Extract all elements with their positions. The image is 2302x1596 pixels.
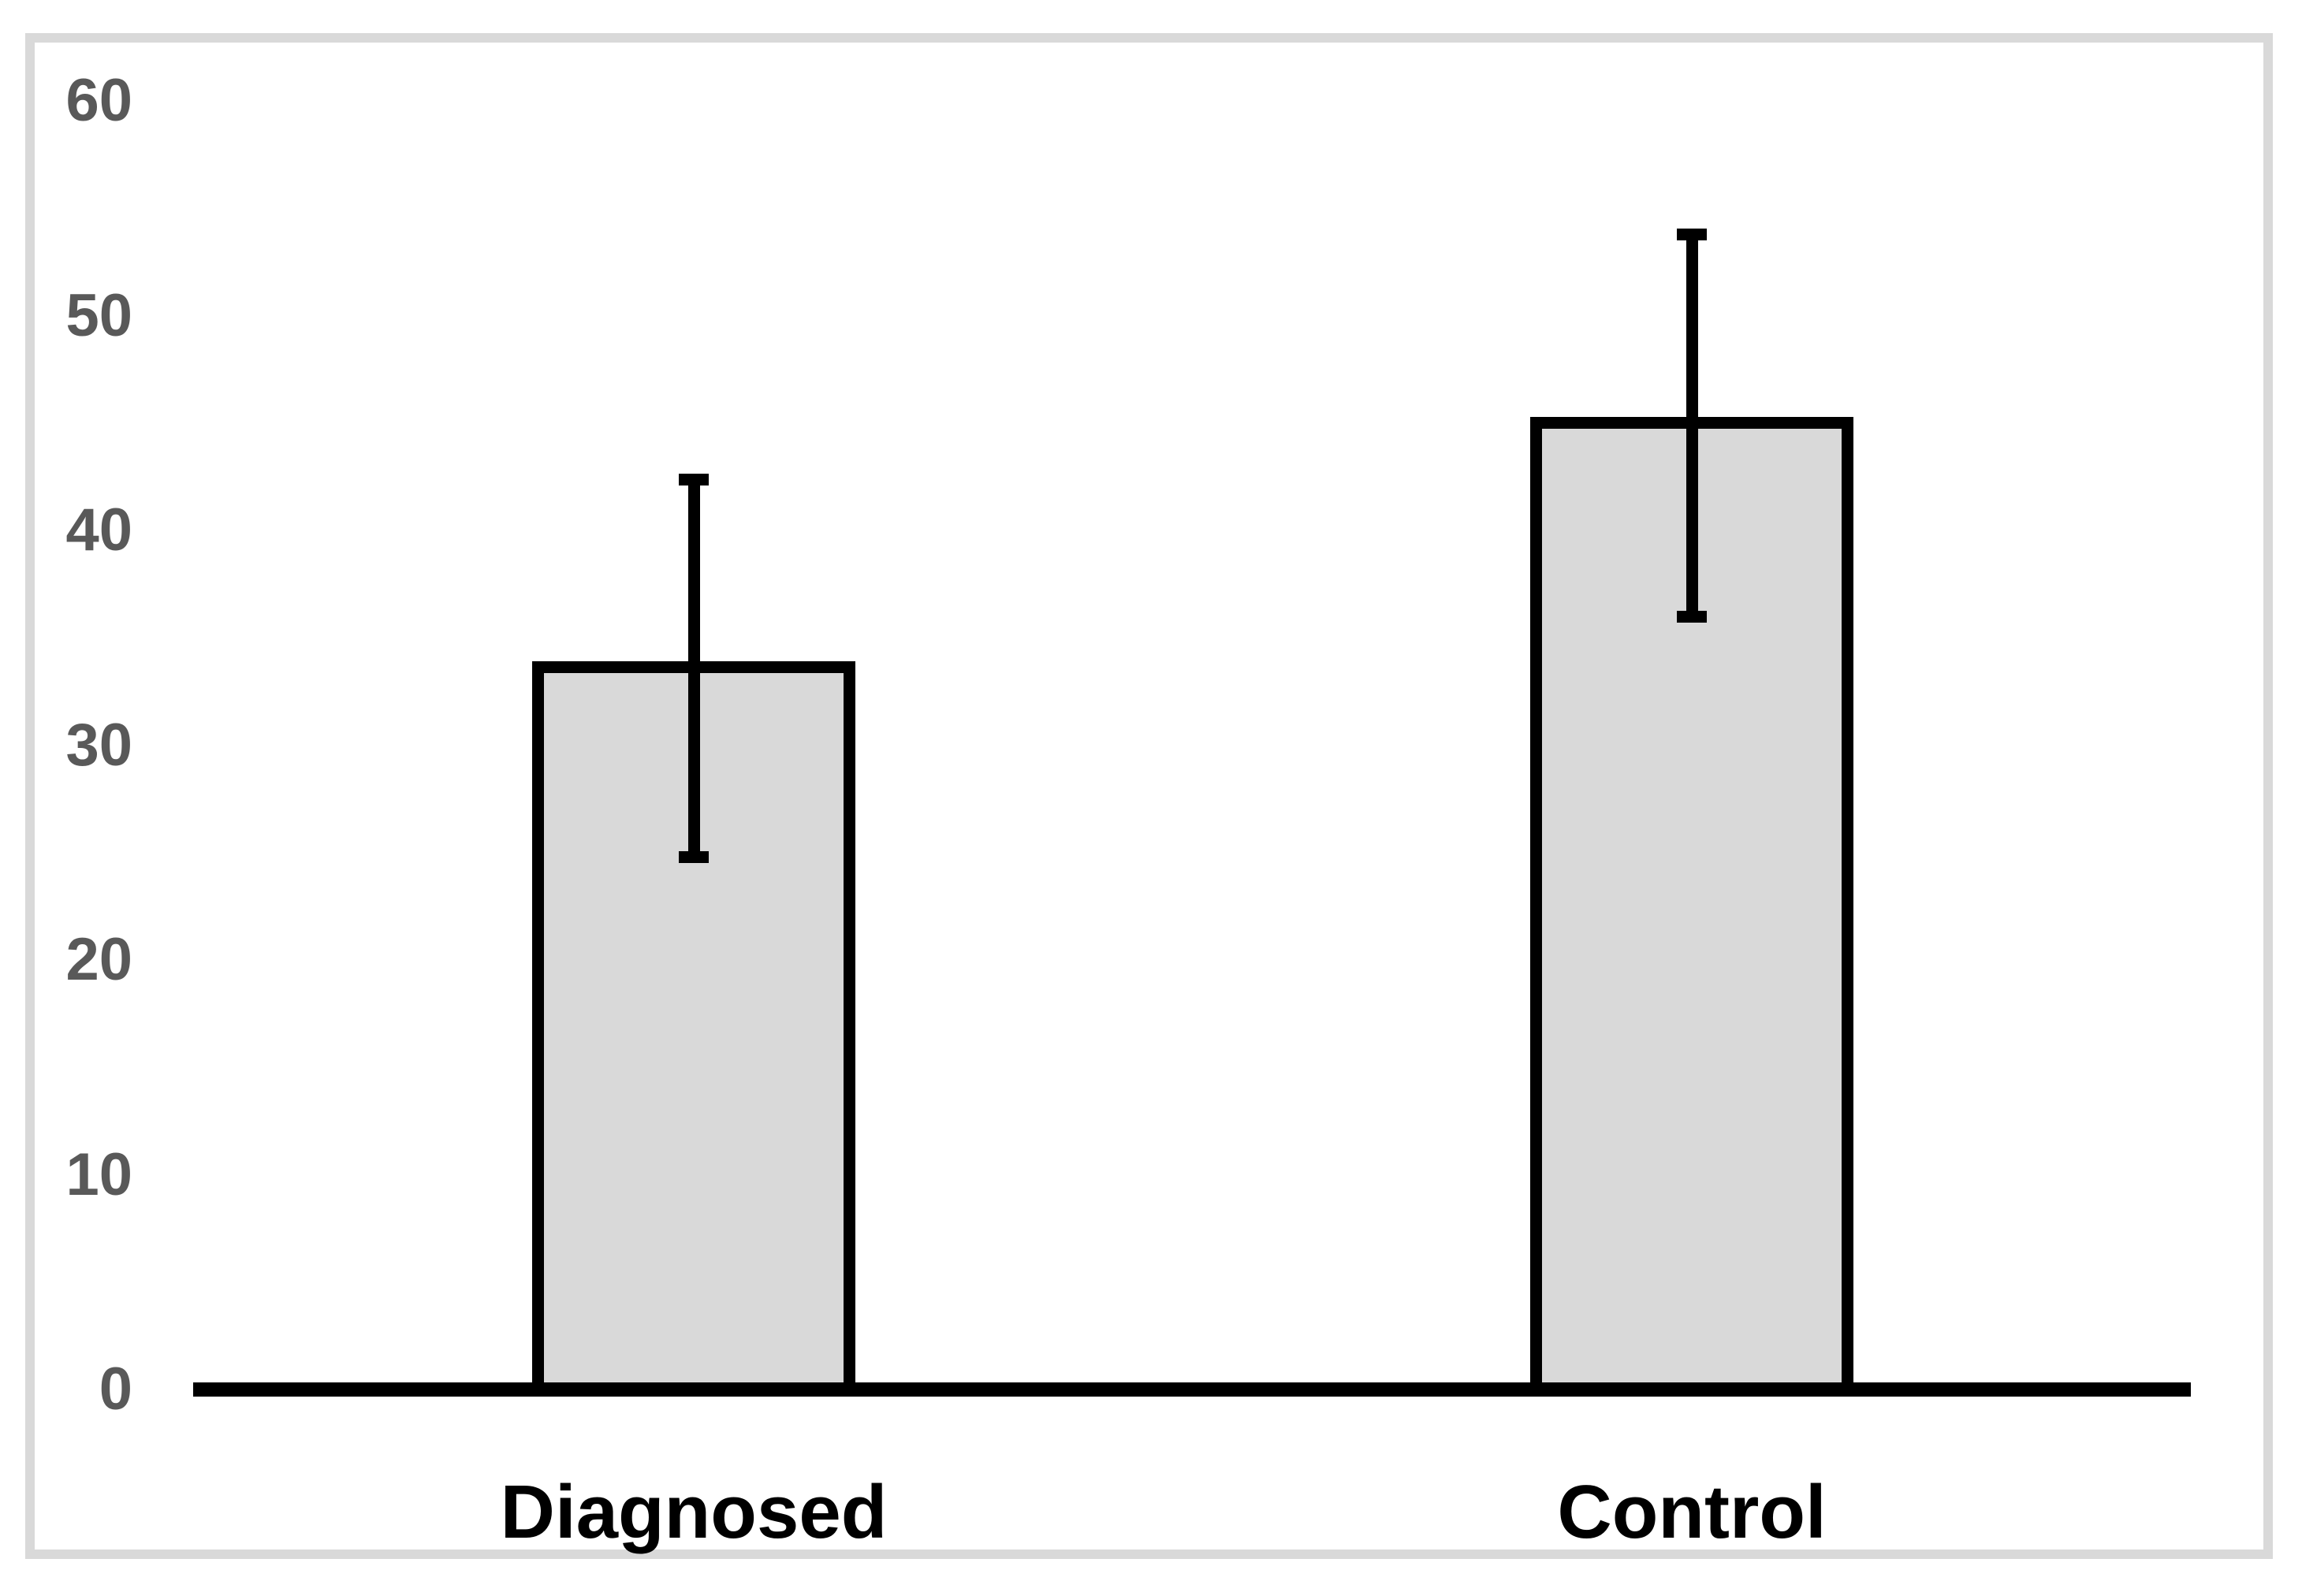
bar-diagnosed [532,661,855,1390]
error-bar-bottom-cap-diagnosed [679,851,709,863]
error-bar-line-control [1686,234,1698,616]
x-axis-line [193,1382,2191,1397]
x-category-label-control: Control [1557,1470,1827,1554]
y-tick-label-60: 60 [65,67,132,134]
y-tick-label-30: 30 [65,712,132,779]
y-tick-label-0: 0 [99,1356,132,1423]
y-tick-label-10: 10 [65,1141,132,1208]
error-bar-top-cap-control [1677,229,1707,240]
chart-frame-border [25,33,2273,1559]
error-bar-top-cap-diagnosed [679,474,709,485]
y-tick-label-50: 50 [65,282,132,349]
y-tick-label-20: 20 [65,926,132,993]
y-tick-label-40: 40 [65,497,132,564]
x-category-label-diagnosed: Diagnosed [500,1470,888,1554]
error-bar-bottom-cap-control [1677,611,1707,623]
error-bar-line-diagnosed [688,479,700,857]
